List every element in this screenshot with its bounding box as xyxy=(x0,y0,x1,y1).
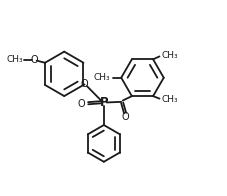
Text: CH₃: CH₃ xyxy=(162,95,178,104)
Text: CH₃: CH₃ xyxy=(162,51,178,60)
Text: O: O xyxy=(31,55,38,65)
Text: O: O xyxy=(77,99,85,109)
Text: CH₃: CH₃ xyxy=(94,73,111,82)
Text: O: O xyxy=(121,112,129,122)
Text: CH₃: CH₃ xyxy=(6,55,23,64)
Text: P: P xyxy=(99,96,108,109)
Text: O: O xyxy=(81,79,88,90)
